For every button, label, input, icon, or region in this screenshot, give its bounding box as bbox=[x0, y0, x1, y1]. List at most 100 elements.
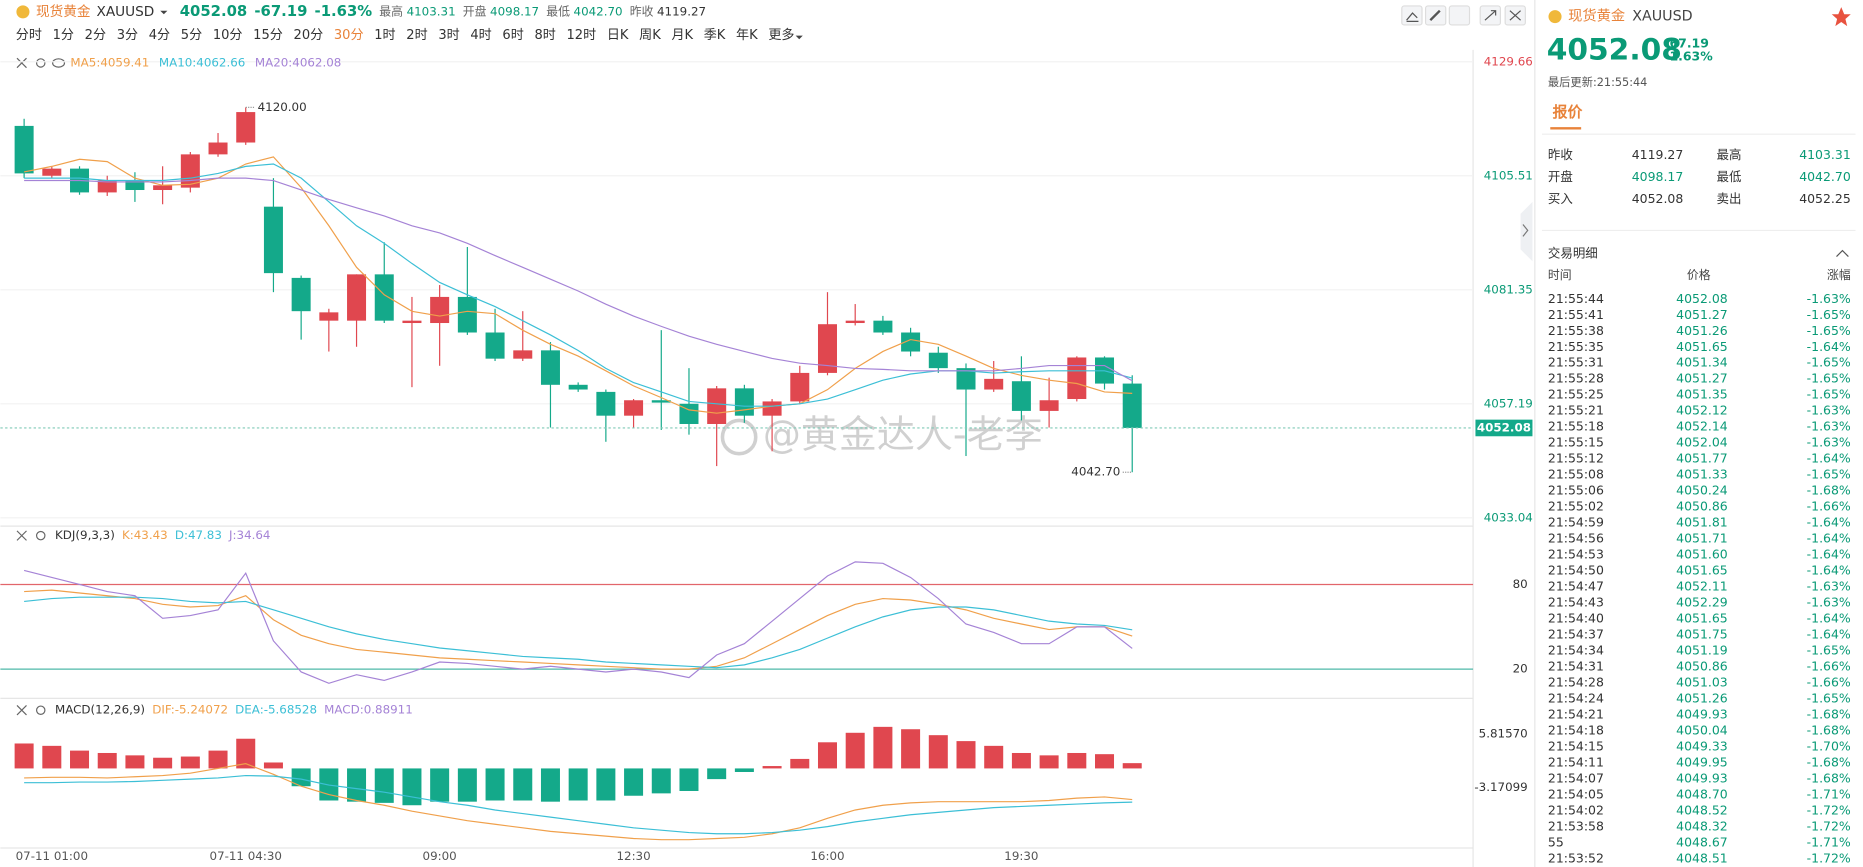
period-tab[interactable]: 季K bbox=[704, 28, 726, 43]
candle-body bbox=[901, 332, 921, 352]
period-tab[interactable]: 2分 bbox=[85, 28, 106, 43]
period-tab[interactable]: 12时 bbox=[567, 28, 597, 43]
x-tick-label: 19:30 bbox=[1004, 849, 1038, 863]
macd-bar bbox=[374, 768, 394, 803]
price: 4052.08 bbox=[1547, 33, 1682, 68]
trade-time: 21:55:28 bbox=[1548, 371, 1604, 386]
period-tab[interactable]: 周K bbox=[639, 28, 661, 43]
period-tab[interactable]: 8时 bbox=[534, 28, 555, 43]
trade-change: -1.66% bbox=[1807, 499, 1851, 514]
legend-entry: MA5:4059.41 bbox=[70, 55, 149, 69]
tool-button[interactable] bbox=[1448, 5, 1471, 26]
period-tab[interactable]: 10分 bbox=[213, 28, 243, 43]
icon[interactable] bbox=[16, 57, 27, 69]
macd-bar bbox=[402, 768, 422, 806]
trade-change: -1.63% bbox=[1807, 291, 1851, 306]
trade-header: 时间 bbox=[1548, 268, 1572, 282]
quote-tab[interactable]: 报价 bbox=[1553, 104, 1583, 121]
trade-time: 21:54:11 bbox=[1548, 754, 1604, 769]
legend-entry: D:47.83 bbox=[175, 528, 222, 542]
trade-price: 4051.27 bbox=[1676, 371, 1728, 386]
macd-bar bbox=[817, 742, 837, 769]
macd-bar bbox=[707, 768, 727, 780]
candle-body bbox=[956, 368, 976, 390]
trade-price: 4048.52 bbox=[1676, 802, 1728, 817]
last-price-label: 4052.08 bbox=[1477, 420, 1531, 434]
candle-body bbox=[319, 312, 339, 321]
candle-body bbox=[208, 142, 228, 155]
trade-price: 4051.71 bbox=[1676, 531, 1728, 546]
candle-body bbox=[1011, 381, 1031, 411]
trade-price: 4052.11 bbox=[1676, 579, 1728, 594]
period-tab[interactable]: 4时 bbox=[470, 28, 491, 43]
macd-bar bbox=[873, 726, 893, 769]
period-tab[interactable]: 年K bbox=[736, 28, 758, 43]
period-tab[interactable]: 5分 bbox=[181, 28, 202, 43]
trade-change: -1.68% bbox=[1807, 706, 1851, 721]
period-tab[interactable]: 分时 bbox=[16, 28, 42, 43]
tool-button[interactable] bbox=[1401, 5, 1423, 26]
trade-price: 4049.93 bbox=[1676, 770, 1728, 785]
period-tab[interactable]: 30分 bbox=[334, 28, 364, 43]
icon[interactable] bbox=[35, 705, 46, 715]
trade-price: 4051.65 bbox=[1676, 339, 1728, 354]
trade-change: -1.63% bbox=[1807, 435, 1851, 450]
trade-price: 4052.29 bbox=[1676, 595, 1728, 610]
macd-bar bbox=[540, 768, 560, 802]
period-tab[interactable]: 1分 bbox=[53, 28, 74, 43]
trades-title: 交易明细 bbox=[1548, 246, 1598, 261]
icon[interactable] bbox=[16, 530, 27, 541]
candle-body bbox=[430, 296, 450, 324]
icon[interactable] bbox=[52, 58, 66, 68]
legend-entry: DIF:-5.24072 bbox=[152, 703, 228, 717]
macd-bar bbox=[901, 729, 921, 769]
indicator-line bbox=[24, 774, 1133, 835]
period-tab[interactable]: 1时 bbox=[374, 28, 395, 43]
trade-price: 4051.26 bbox=[1676, 690, 1728, 705]
trade-time: 21:54:56 bbox=[1548, 531, 1604, 546]
trade-price: 4051.33 bbox=[1676, 467, 1728, 482]
trade-price: 4049.93 bbox=[1676, 706, 1728, 721]
icon[interactable] bbox=[35, 530, 46, 541]
candle-body bbox=[347, 274, 367, 321]
stat-label: 昨收 bbox=[630, 4, 654, 18]
quote-label: 最高 bbox=[1717, 147, 1742, 162]
low-annotation: 4042.70 bbox=[1071, 465, 1120, 479]
period-tab[interactable]: 日K bbox=[607, 28, 629, 43]
period-tab[interactable]: 3时 bbox=[438, 28, 459, 43]
macd-bar bbox=[153, 757, 173, 769]
period-tab[interactable]: 更多 bbox=[768, 27, 794, 43]
macd-bar bbox=[208, 750, 228, 769]
period-tab[interactable]: 4分 bbox=[149, 28, 170, 43]
trade-change: -1.65% bbox=[1807, 690, 1851, 705]
trade-price: 4051.65 bbox=[1676, 563, 1728, 578]
trade-price: 4048.51 bbox=[1676, 850, 1728, 865]
icon bbox=[1406, 12, 1419, 22]
y-tick-label: 4105.51 bbox=[1484, 168, 1533, 182]
trade-time: 21:54:40 bbox=[1548, 611, 1604, 626]
collapse-caret[interactable] bbox=[1836, 249, 1849, 257]
y-tick-label: 5.81570 bbox=[1479, 726, 1528, 740]
period-tab[interactable]: 6时 bbox=[502, 28, 523, 43]
trade-change: -1.64% bbox=[1807, 547, 1851, 562]
macd-bar bbox=[42, 745, 62, 769]
macd-bar bbox=[956, 741, 976, 769]
candle-body bbox=[651, 400, 671, 403]
icon bbox=[1509, 10, 1521, 21]
icon[interactable] bbox=[35, 58, 46, 68]
period-tab[interactable]: 月K bbox=[671, 28, 693, 43]
trade-time: 21:53:52 bbox=[1548, 850, 1604, 865]
candle-body bbox=[402, 320, 422, 324]
trade-time: 21:53:58 bbox=[1548, 818, 1604, 833]
candle-body bbox=[817, 324, 837, 373]
period-tab[interactable]: 15分 bbox=[253, 28, 283, 43]
period-tab[interactable]: 2时 bbox=[406, 28, 427, 43]
macd-bar bbox=[14, 743, 34, 769]
period-tab[interactable]: 3分 bbox=[117, 28, 138, 43]
period-tab[interactable]: 20分 bbox=[294, 28, 324, 43]
quote-label: 最低 bbox=[1717, 169, 1742, 184]
favorite-star[interactable] bbox=[1831, 7, 1851, 27]
icon[interactable] bbox=[16, 705, 27, 716]
macd-bar bbox=[984, 745, 1004, 769]
